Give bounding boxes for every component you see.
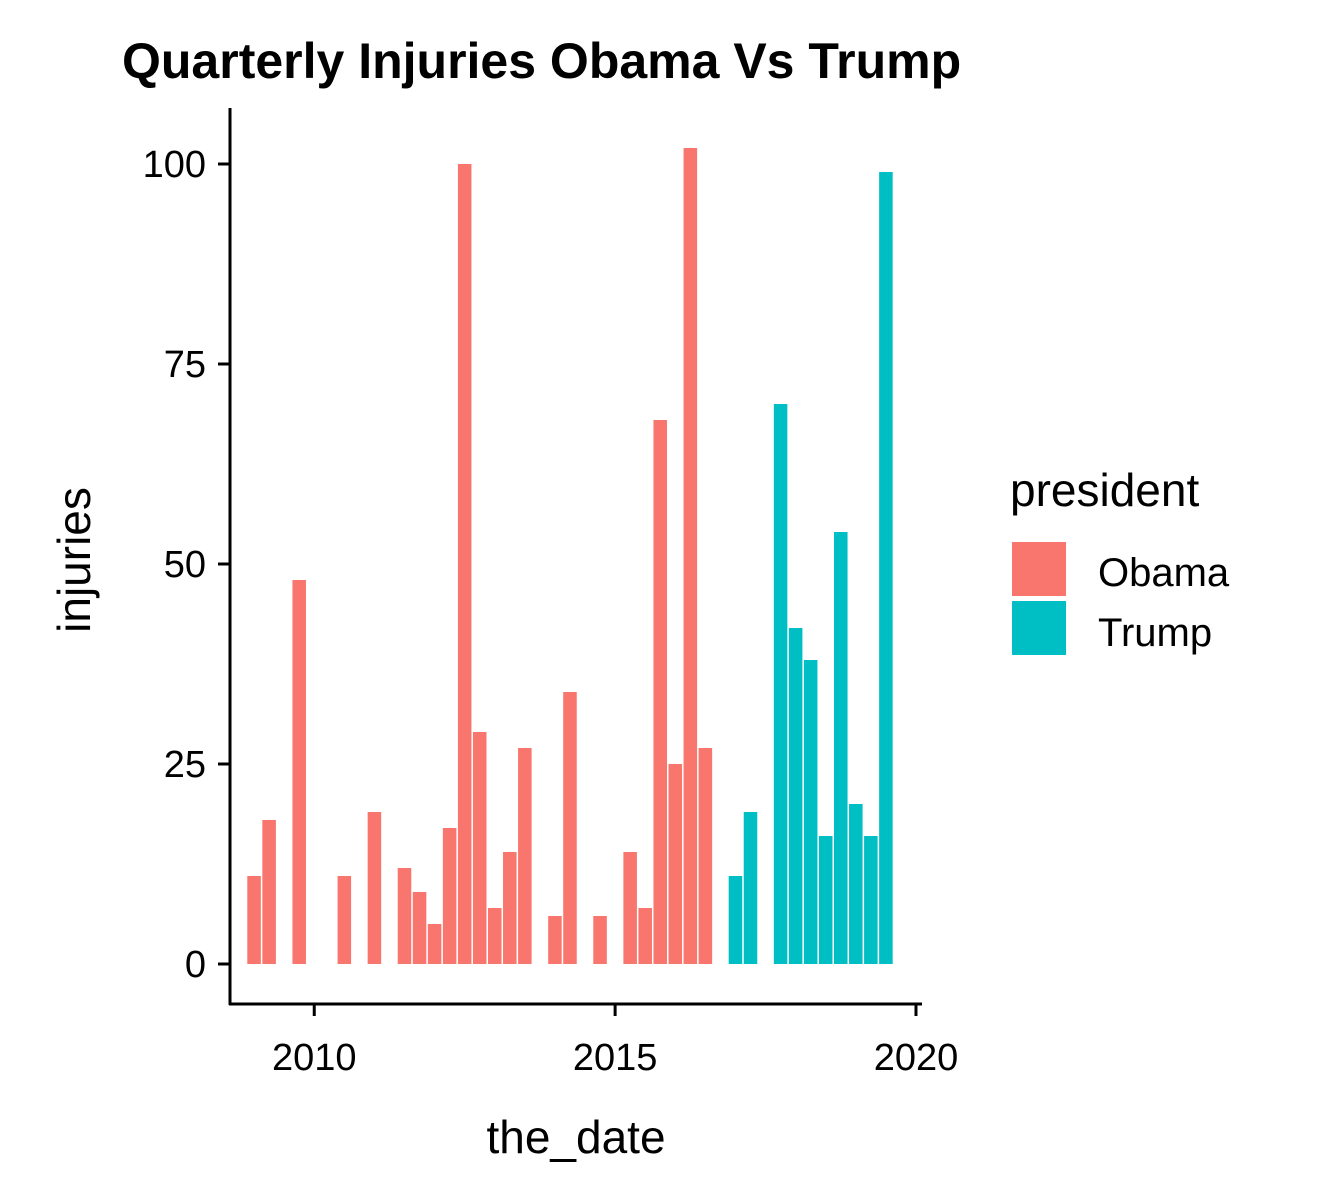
x-tick-label-2010: 2010 [272, 1037, 357, 1079]
x-ticks: 2010 2015 2020 [272, 1004, 958, 1079]
y-tick-label-100: 100 [143, 144, 206, 186]
x-axis-title: the_date [486, 1111, 665, 1163]
bar-obama-2014-10-01 [593, 916, 607, 964]
bar-trump-2018-07-01 [818, 836, 833, 964]
y-ticks: 0 25 50 75 100 [143, 144, 230, 986]
bar-trump-2017-10-01 [773, 404, 788, 964]
bar-obama-2010-07-01 [337, 876, 352, 964]
legend: president Obama Trump [1010, 464, 1230, 655]
bar-obama-2012-10-01 [472, 732, 487, 964]
bar-obama-2016-04-01 [683, 148, 698, 964]
bar-trump-2018-04-01 [803, 660, 818, 964]
bar-obama-2015-10-01 [653, 420, 668, 964]
x-tick-label-2015: 2015 [573, 1037, 658, 1079]
legend-title: president [1010, 464, 1199, 516]
bar-trump-2017-01-01 [728, 876, 743, 964]
bar-trump-2017-04-01 [743, 812, 758, 964]
bar-obama-2013-04-01 [503, 852, 517, 964]
bar-obama-2009-01-01 [247, 876, 261, 964]
bar-obama-2012-01-01 [427, 924, 442, 964]
chart-title: Quarterly Injuries Obama Vs Trump [122, 33, 961, 89]
legend-key-trump [1012, 601, 1066, 655]
bar-trump-2018-10-01 [834, 532, 848, 964]
y-tick-label-50: 50 [164, 544, 206, 586]
y-tick-label-25: 25 [164, 744, 206, 786]
bar-obama-2012-07-01 [457, 164, 472, 964]
x-tick-label-2020: 2020 [874, 1037, 959, 1079]
bar-obama-2014-04-01 [563, 692, 577, 964]
y-axis-title: injuries [48, 487, 100, 633]
bar-trump-2019-04-01 [864, 836, 878, 964]
y-tick-label-0: 0 [185, 944, 206, 986]
bar-obama-2016-01-01 [668, 764, 683, 964]
bar-obama-2014-01-01 [548, 916, 562, 964]
bar-obama-2012-04-01 [442, 828, 457, 964]
bar-obama-2013-01-01 [488, 908, 502, 964]
bar-obama-2009-10-01 [292, 580, 306, 964]
bars-layer [247, 148, 893, 964]
legend-key-obama [1012, 542, 1066, 596]
bar-obama-2011-10-01 [412, 892, 427, 964]
bar-obama-2016-07-01 [698, 748, 713, 964]
bar-obama-2013-07-01 [518, 748, 532, 964]
bar-obama-2011-01-01 [367, 812, 382, 964]
legend-label-obama: Obama [1098, 551, 1230, 595]
bar-trump-2018-01-01 [788, 628, 803, 964]
bar-obama-2009-04-01 [262, 820, 276, 964]
bar-trump-2019-07-01 [879, 172, 893, 964]
y-tick-label-75: 75 [164, 344, 206, 386]
bar-obama-2015-07-01 [638, 908, 652, 964]
bar-trump-2019-01-01 [849, 804, 863, 964]
legend-label-trump: Trump [1098, 611, 1212, 655]
bar-obama-2015-04-01 [623, 852, 637, 964]
bar-obama-2011-07-01 [397, 868, 412, 964]
